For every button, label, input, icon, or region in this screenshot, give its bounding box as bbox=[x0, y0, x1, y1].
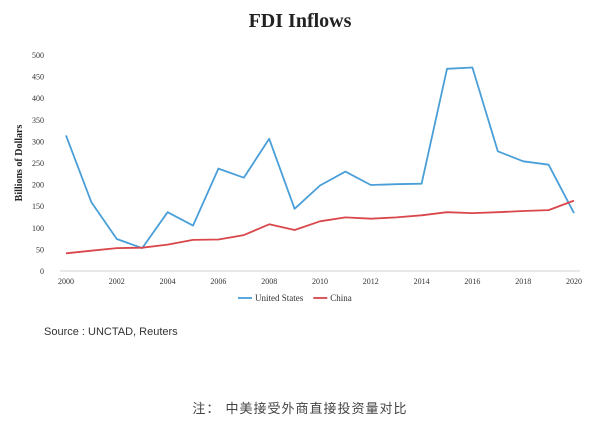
y-tick-label: 50 bbox=[36, 245, 44, 254]
x-tick-label: 2008 bbox=[261, 277, 277, 286]
note-caption: 注： 中美接受外商直接投资量对比 bbox=[192, 402, 408, 417]
series-layer bbox=[65, 66, 575, 255]
y-tick-label: 100 bbox=[32, 224, 44, 233]
y-tick-label: 450 bbox=[32, 73, 44, 82]
series-line-united-states bbox=[65, 66, 575, 250]
x-tick-label: 2012 bbox=[363, 277, 379, 286]
y-tick-label: 400 bbox=[32, 94, 44, 103]
source-caption: Source : UNCTAD, Reuters bbox=[44, 326, 178, 338]
x-tick-label: 2000 bbox=[58, 277, 74, 286]
y-tick-label: 250 bbox=[32, 159, 44, 168]
x-tick-label: 2010 bbox=[312, 277, 328, 286]
x-tick-label: 2016 bbox=[464, 277, 480, 286]
x-tick-label: 2014 bbox=[414, 277, 430, 286]
x-tick-label: 2006 bbox=[210, 277, 226, 286]
axes: 0 50 100 150 200 250 300 350 400 450 500 2000 2002 20… bbox=[14, 51, 582, 286]
x-tick-label: 2004 bbox=[160, 277, 176, 286]
x-tick-label: 2018 bbox=[515, 277, 531, 286]
y-tick-label: 150 bbox=[32, 202, 44, 211]
series-line-china bbox=[65, 199, 575, 255]
y-tick-label: 0 bbox=[40, 267, 44, 276]
y-tick-label: 200 bbox=[32, 181, 44, 190]
legend-label: China bbox=[330, 293, 352, 303]
chart: FDI Inflows 0 50 100 150 200 250 300 350 400 450 5… bbox=[14, 10, 582, 303]
legend: United States China bbox=[238, 293, 352, 303]
x-tick-label: 2020 bbox=[566, 277, 582, 286]
chart-svg: 0 50 100 150 200 250 300 350 400 450 500 2000 2002 20… bbox=[14, 51, 582, 303]
y-tick-label: 300 bbox=[32, 137, 44, 146]
y-tick-label: 500 bbox=[32, 51, 44, 60]
y-tick-label: 350 bbox=[32, 116, 44, 125]
y-axis-label: Billions of Dollars bbox=[14, 125, 25, 202]
legend-label: United States bbox=[255, 293, 304, 303]
chart-title: FDI Inflows bbox=[248, 10, 352, 32]
x-tick-label: 2002 bbox=[109, 277, 125, 286]
